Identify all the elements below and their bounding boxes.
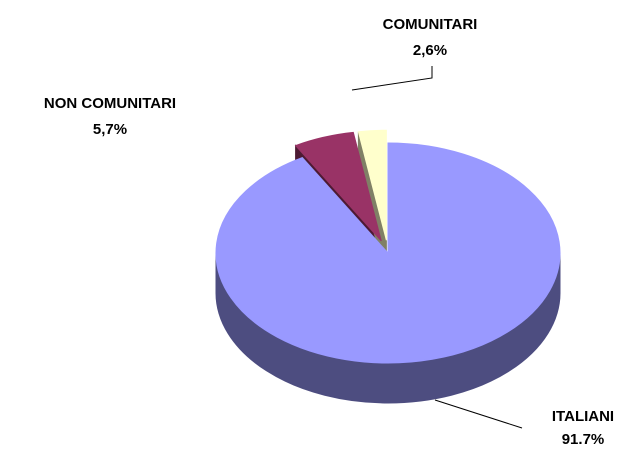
leader-line bbox=[434, 399, 523, 429]
slice-label: COMUNITARI bbox=[383, 16, 478, 33]
slice-label: NON COMUNITARI bbox=[44, 95, 176, 112]
pie-slice bbox=[294, 131, 382, 242]
slice-value-label: 91.7% bbox=[562, 431, 605, 448]
leader-line bbox=[351, 66, 433, 91]
slice-value-label: 2,6% bbox=[413, 42, 447, 59]
slice-label: ITALIANI bbox=[552, 408, 614, 425]
slice-value-label: 5,7% bbox=[93, 121, 127, 138]
pie-slice bbox=[215, 142, 561, 364]
pie-slice bbox=[357, 129, 387, 241]
